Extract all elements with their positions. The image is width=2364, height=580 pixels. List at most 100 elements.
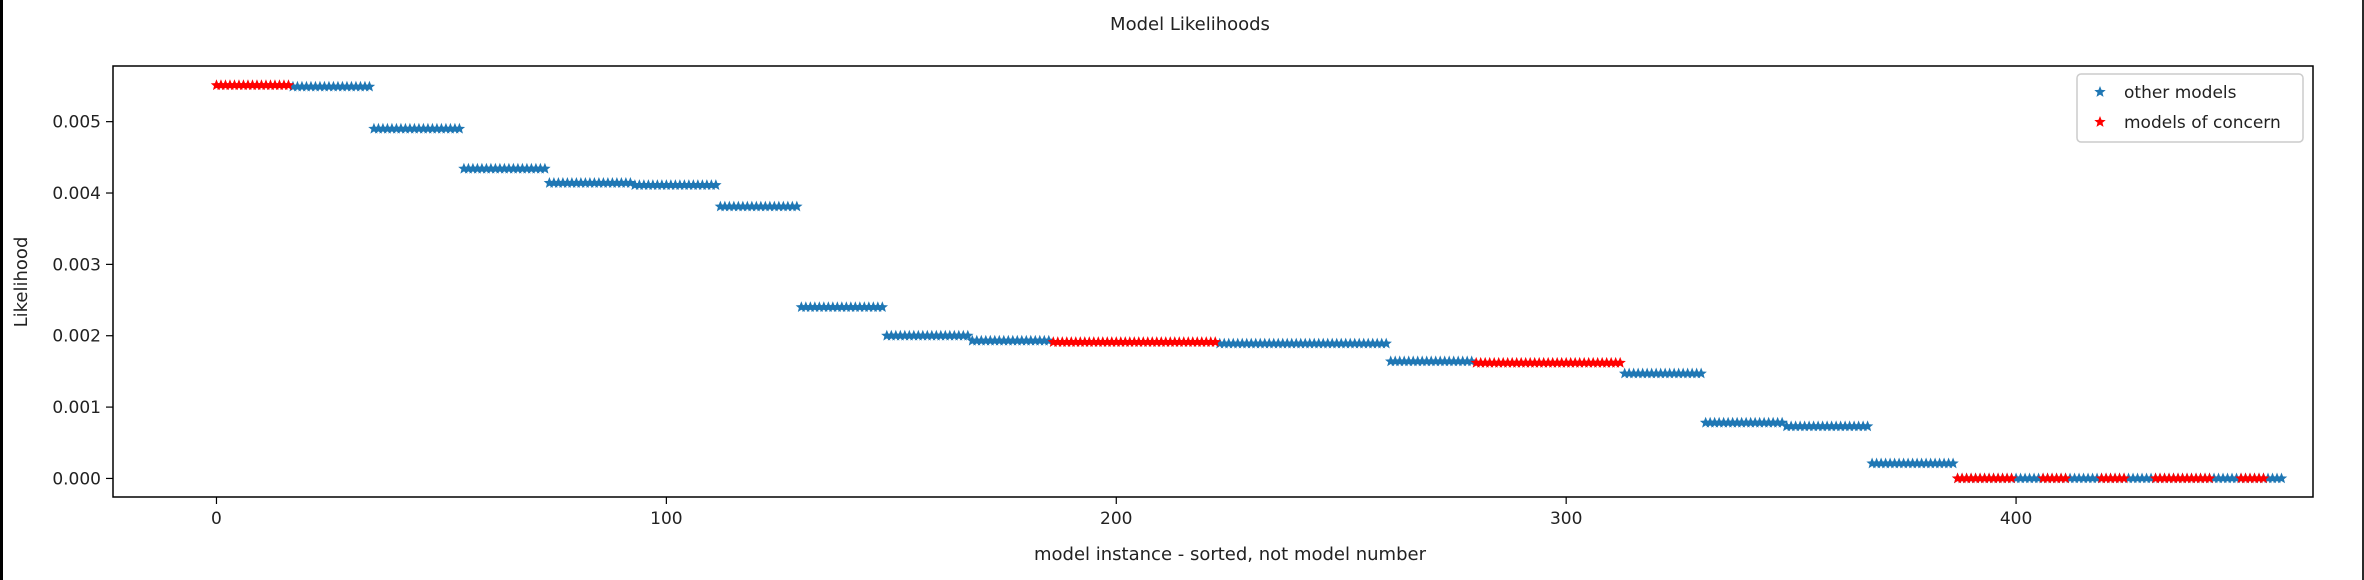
data-point — [912, 329, 925, 341]
data-point — [813, 301, 826, 313]
data-point — [1533, 356, 1545, 368]
data-point — [1092, 336, 1104, 348]
data-point — [750, 200, 763, 212]
data-point — [885, 329, 898, 341]
data-point — [773, 200, 785, 212]
window-right-edge — [2362, 0, 2364, 580]
data-point — [602, 177, 614, 188]
data-point — [1911, 457, 1923, 469]
data-point — [1650, 367, 1662, 379]
data-point — [1371, 337, 1383, 349]
data-point — [1101, 336, 1113, 348]
data-point — [1245, 337, 1257, 349]
data-point — [1362, 337, 1374, 349]
data-point — [1960, 472, 1973, 484]
data-point — [2271, 472, 2283, 484]
data-point — [1708, 416, 1721, 428]
data-point — [1340, 337, 1352, 349]
data-point — [845, 301, 857, 313]
data-point — [305, 80, 317, 92]
data-point — [543, 177, 556, 188]
legend-marker — [2094, 116, 2106, 127]
data-point — [656, 179, 668, 191]
data-point — [858, 301, 871, 313]
data-point — [1263, 337, 1275, 349]
data-point — [1609, 356, 1622, 368]
data-point — [368, 122, 380, 134]
data-point — [714, 200, 727, 212]
data-point — [1951, 472, 1964, 484]
data-point — [1434, 355, 1446, 367]
data-point — [1897, 457, 1910, 469]
data-point — [1025, 334, 1037, 346]
data-point — [2199, 472, 2211, 484]
data-point — [1115, 336, 1127, 348]
legend-entry-label: models of concern — [2124, 113, 2281, 133]
data-point — [1056, 336, 1068, 348]
data-point — [570, 177, 583, 188]
data-point — [390, 122, 403, 134]
data-point — [1614, 356, 1626, 368]
data-point — [1785, 420, 1797, 432]
data-point — [1385, 355, 1397, 367]
data-point — [458, 162, 470, 174]
data-point — [1560, 356, 1572, 368]
data-point — [1654, 367, 1667, 379]
data-point — [1214, 337, 1226, 349]
data-point — [840, 301, 853, 313]
data-point — [1254, 337, 1266, 349]
data-point — [728, 200, 740, 212]
data-point — [1983, 472, 1995, 484]
data-point — [2167, 472, 2180, 484]
data-point — [1034, 334, 1046, 346]
data-point — [525, 162, 538, 174]
data-point — [1672, 367, 1685, 379]
data-point — [1632, 367, 1644, 379]
data-point — [1169, 336, 1181, 348]
data-point — [935, 329, 947, 341]
data-point — [1618, 367, 1631, 379]
data-point — [863, 301, 875, 313]
data-point — [1322, 337, 1334, 349]
data-point — [426, 122, 439, 134]
data-point — [944, 329, 956, 341]
legend-marker — [2094, 86, 2106, 97]
data-point — [2217, 472, 2229, 484]
data-point — [1299, 337, 1311, 349]
chart-title: Model Likelihoods — [1110, 14, 1270, 35]
data-point — [1164, 336, 1176, 348]
data-point — [1173, 336, 1185, 348]
y-tick-label: 0.004 — [52, 184, 101, 204]
data-point — [1947, 457, 1959, 469]
data-point — [1182, 336, 1194, 348]
data-point — [1281, 337, 1293, 349]
data-point — [1956, 472, 1968, 484]
data-point — [449, 122, 461, 134]
data-point — [1358, 337, 1370, 349]
data-point — [2136, 472, 2148, 484]
data-point — [2032, 472, 2045, 484]
data-point — [318, 80, 331, 92]
data-point — [1065, 336, 1077, 348]
data-point — [1893, 457, 1905, 469]
data-point — [642, 179, 655, 191]
data-point — [1403, 355, 1415, 367]
data-point — [1668, 367, 1680, 379]
data-point — [1798, 420, 1811, 432]
data-point — [1429, 355, 1442, 367]
data-point — [1731, 416, 1743, 428]
data-point — [831, 301, 844, 313]
data-point — [1830, 420, 1842, 432]
data-point — [2203, 472, 2216, 484]
data-point — [1232, 337, 1244, 349]
data-point — [1888, 457, 1901, 469]
data-point — [1200, 336, 1212, 348]
data-point — [1218, 337, 1230, 349]
data-point — [1043, 334, 1055, 346]
data-point — [552, 177, 565, 188]
data-point — [255, 79, 268, 91]
data-point — [372, 122, 385, 134]
data-point — [2226, 472, 2238, 484]
data-point — [1376, 337, 1388, 349]
data-point — [1551, 356, 1563, 368]
